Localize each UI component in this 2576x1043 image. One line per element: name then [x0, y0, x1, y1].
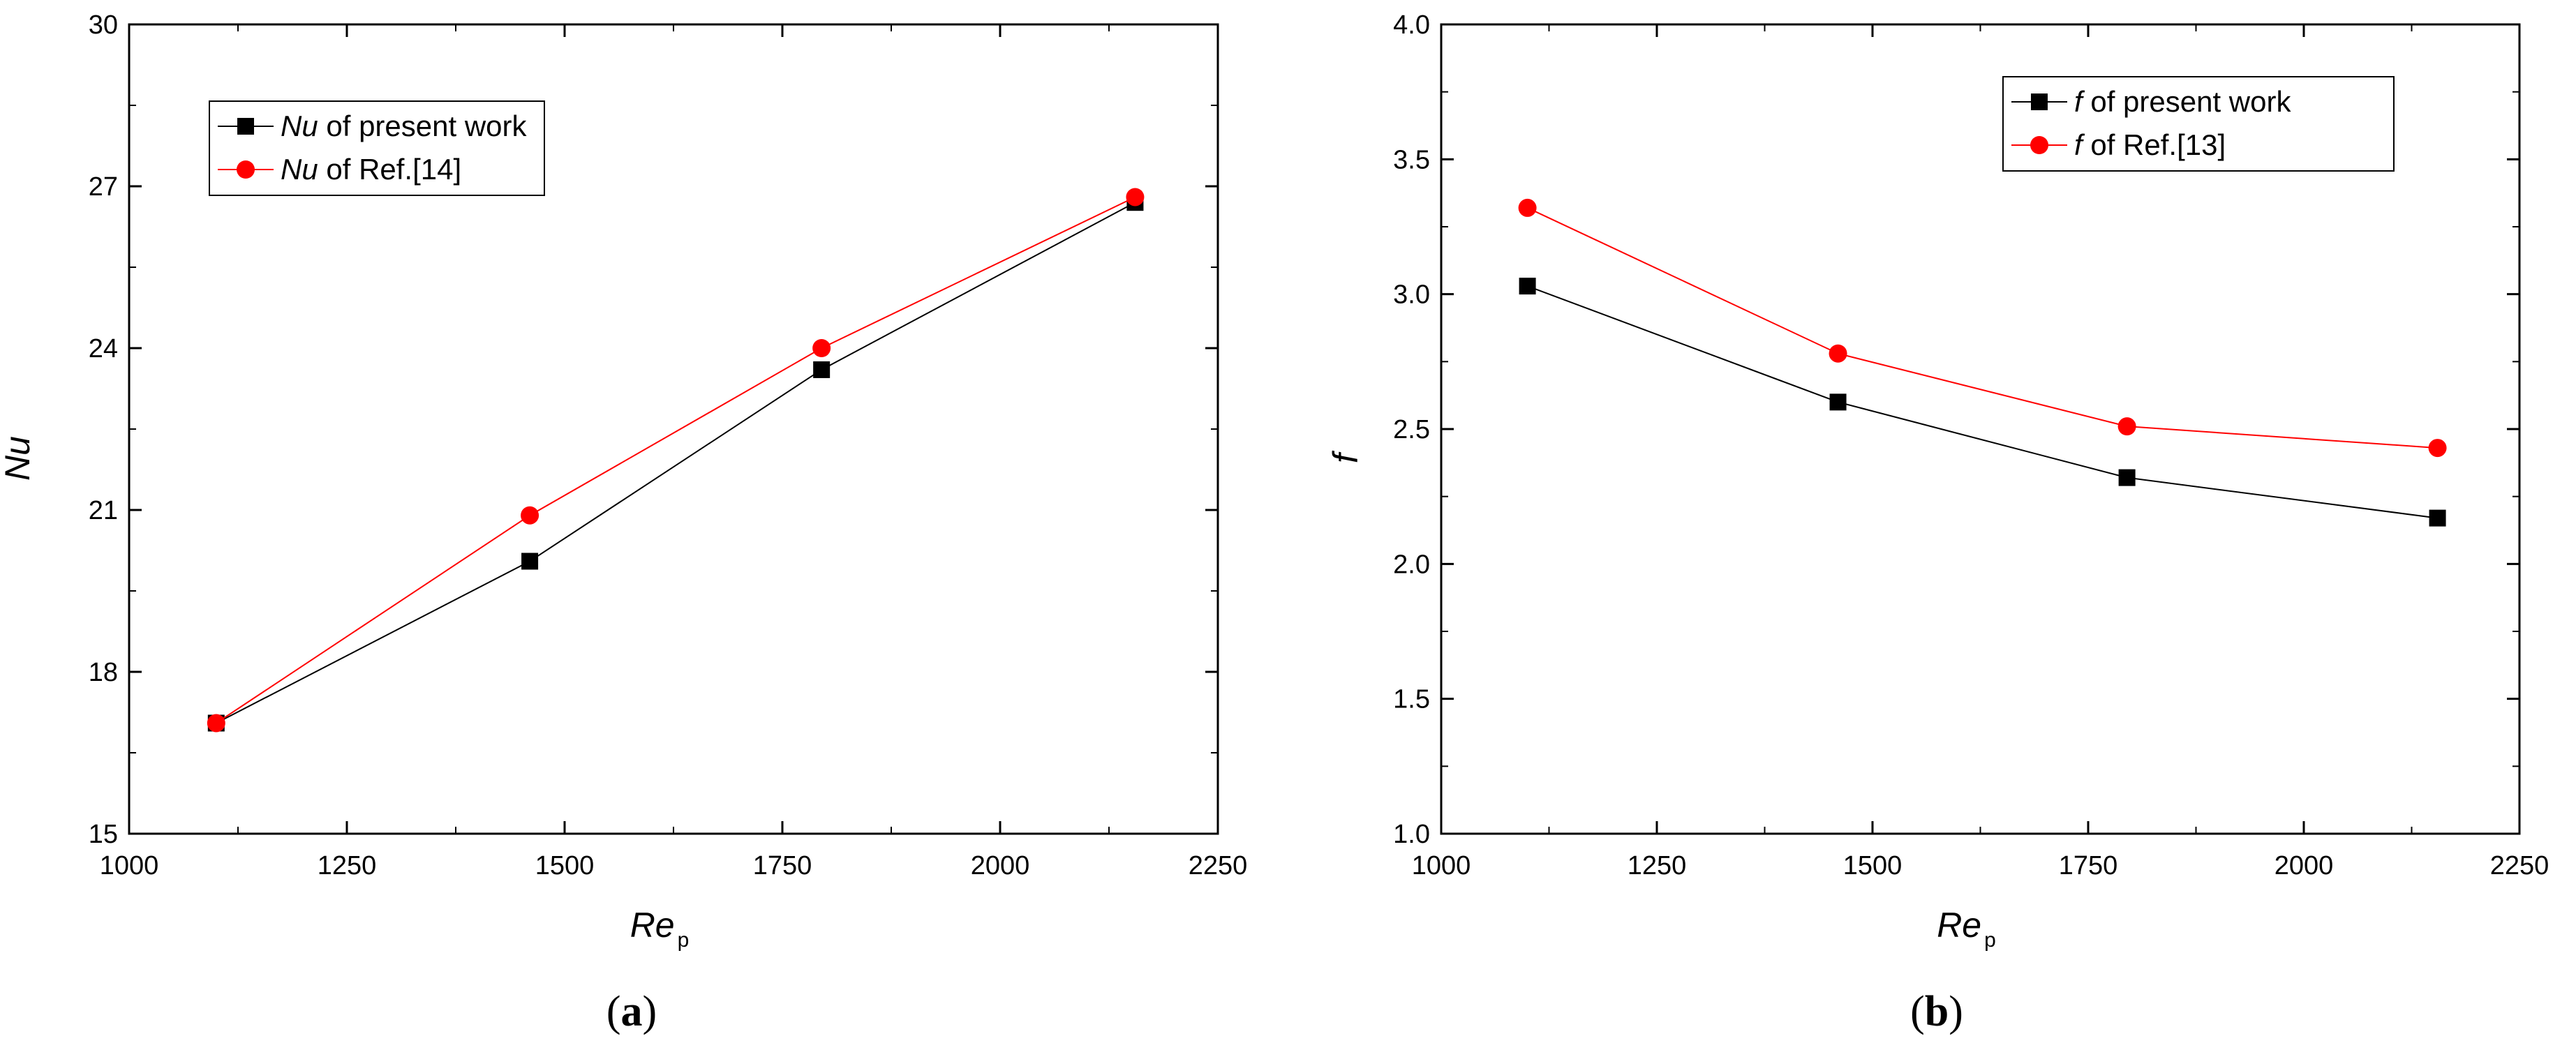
x-tick-label: 1500 [535, 851, 595, 880]
x-axis-title: Re p [1937, 906, 1996, 952]
data-point-square [2118, 469, 2136, 486]
y-tick-label: 21 [89, 496, 118, 525]
data-point-circle [2117, 417, 2136, 436]
data-point-square [2429, 509, 2446, 527]
legend-marker-square [237, 118, 254, 135]
x-tick-label: 1000 [1412, 851, 1471, 880]
y-tick-label: 2.0 [1393, 550, 1430, 579]
legend-box [209, 100, 545, 196]
x-tick-label: 2250 [1189, 851, 1248, 880]
x-tick-label: 1000 [100, 851, 159, 880]
y-axis-title: Nu [0, 436, 37, 481]
chart-panel-b: 1000 1250 1500 1750 2000 2250 1.0 1.5 2.0 2.5 3.0 3… [1326, 10, 2549, 1035]
series-line-0 [1527, 285, 2438, 519]
data-point-circle [1126, 188, 1145, 207]
x-tick-label: 1750 [753, 851, 812, 880]
x-tick-label: 1250 [1628, 851, 1687, 880]
data-point-square [1519, 278, 1536, 295]
x-tick-label: 2250 [2490, 851, 2549, 880]
legend-entry: f of Ref.[13] [2074, 128, 2226, 161]
panel-caption: (a) [606, 988, 657, 1035]
legend: f of present work f of Ref.[13] [2002, 76, 2395, 172]
x-axis-title: Re p [630, 906, 690, 952]
series-line-0 [216, 202, 1136, 724]
y-tick-label: 3.0 [1393, 280, 1430, 310]
legend-entry: Nu of present work [281, 110, 528, 142]
y-tick-label: 1.5 [1393, 685, 1430, 714]
y-tick-label: 24 [89, 334, 118, 363]
legend-marker-circle [237, 160, 255, 179]
data-point-square [521, 553, 539, 570]
legend-entry: f of present work [2074, 85, 2291, 118]
x-tick-label: 1750 [2059, 851, 2118, 880]
y-tick-label: 15 [89, 820, 118, 849]
data-point-circle [521, 506, 539, 525]
chart-panel-a: 1000 1250 1500 1750 2000 2250 15 18 21 24 27 30 Re p N… [0, 10, 1247, 1035]
legend-marker-square [2031, 93, 2048, 110]
legend-entry: Nu of Ref.[14] [281, 153, 461, 186]
legend-marker-circle [2030, 136, 2048, 154]
y-tick-label: 30 [89, 10, 118, 40]
data-point-circle [207, 714, 225, 733]
y-tick-label: 4.0 [1393, 10, 1430, 40]
series-line-1 [216, 196, 1136, 724]
series-line-1 [1527, 207, 2438, 449]
y-tick-label: 1.0 [1393, 820, 1430, 849]
y-tick-label: 18 [89, 658, 118, 687]
legend-box [2002, 76, 2395, 172]
y-tick-label: 27 [89, 172, 118, 202]
x-tick-label: 2000 [971, 851, 1030, 880]
data-point-circle [1829, 344, 1847, 363]
x-tick-label: 1250 [318, 851, 377, 880]
data-point-square [813, 361, 831, 378]
data-point-circle [812, 339, 831, 357]
legend: Nu of present work Nu of Ref.[14] [209, 100, 545, 196]
y-axis-title: f [1326, 450, 1365, 463]
x-tick-label: 1500 [1843, 851, 1903, 880]
data-point-square [1829, 393, 1847, 411]
y-tick-label: 2.5 [1393, 415, 1430, 444]
data-point-circle [2428, 439, 2447, 458]
panel-caption: (b) [1910, 988, 1963, 1035]
y-tick-label: 3.5 [1393, 145, 1430, 174]
data-point-circle [1518, 198, 1537, 217]
x-tick-label: 2000 [2275, 851, 2334, 880]
